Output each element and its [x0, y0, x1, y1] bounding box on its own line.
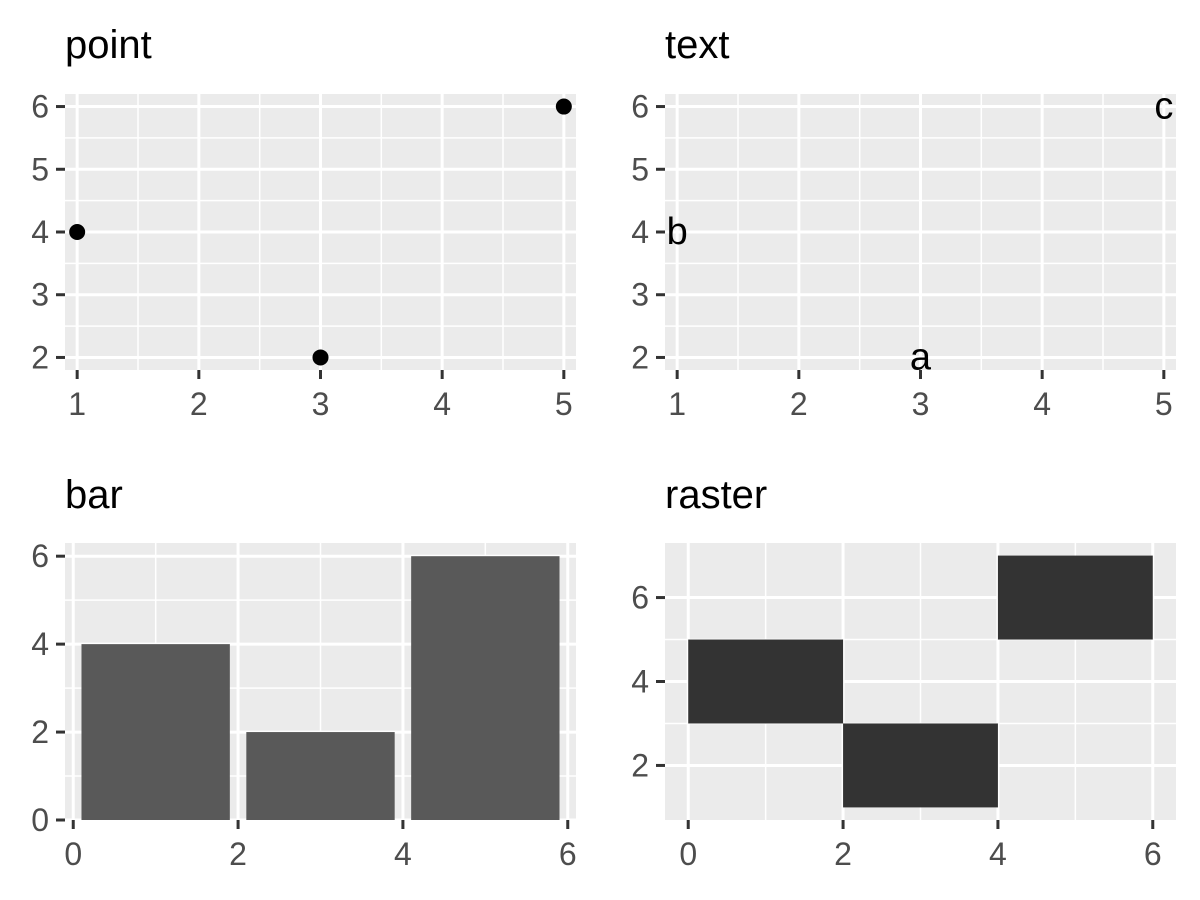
x-tick-label: 4 — [1033, 386, 1051, 422]
y-tick-label: 5 — [31, 151, 49, 187]
y-tick-label: 2 — [631, 747, 649, 783]
y-tick-label: 4 — [31, 214, 49, 250]
panel-raster: raster 0 2 4 6 2 4 6 — [631, 473, 1176, 872]
data-point — [312, 349, 329, 366]
x-tick-label: 1 — [68, 386, 86, 422]
panel-title-raster: raster — [665, 473, 767, 517]
y-tick-label: 3 — [31, 277, 49, 313]
y-tick-label: 4 — [631, 664, 649, 700]
panel-bar: bar 0 2 4 6 0 2 4 6 — [31, 473, 576, 872]
y-tick-label: 6 — [631, 580, 649, 616]
y-tick-label: 3 — [631, 277, 649, 313]
y-tick-label: 6 — [31, 89, 49, 125]
x-tick-label: 1 — [668, 386, 686, 422]
x-tick-label: 3 — [912, 386, 930, 422]
x-tick-label: 2 — [190, 386, 208, 422]
x-tick-label: 2 — [229, 836, 247, 872]
x-tick-label: 0 — [64, 836, 82, 872]
x-tick-label: 4 — [989, 836, 1007, 872]
x-tick-label: 3 — [312, 386, 330, 422]
text-mark: b — [667, 211, 688, 253]
y-tick-label: 4 — [631, 214, 649, 250]
x-tick-label: 0 — [679, 836, 697, 872]
text-mark: a — [910, 336, 932, 378]
x-tick-label: 5 — [555, 386, 573, 422]
y-tick-label: 5 — [631, 151, 649, 187]
y-tick-label: 0 — [31, 802, 49, 838]
panel-title-bar: bar — [65, 473, 123, 517]
text-mark: c — [1154, 86, 1173, 128]
x-tick-label: 6 — [559, 836, 577, 872]
y-tick-label: 6 — [31, 538, 49, 574]
y-tick-label: 2 — [31, 714, 49, 750]
x-tick-label: 5 — [1155, 386, 1173, 422]
bar — [81, 644, 230, 820]
x-tick-label: 2 — [834, 836, 852, 872]
y-tick-label: 2 — [631, 339, 649, 375]
panel-title-point: point — [65, 23, 152, 67]
y-tick-label: 2 — [31, 339, 49, 375]
raster-tile — [688, 639, 844, 724]
raster-tile — [843, 723, 998, 808]
x-tick-label: 4 — [394, 836, 412, 872]
data-point — [555, 98, 572, 115]
x-tick-label: 6 — [1144, 836, 1162, 872]
bar — [411, 556, 560, 820]
raster-tile — [997, 555, 1153, 640]
bar — [246, 732, 395, 820]
y-tick-label: 6 — [631, 89, 649, 125]
panel-title-text: text — [665, 23, 729, 67]
x-tick-label: 4 — [433, 386, 451, 422]
y-tick-label: 4 — [31, 626, 49, 662]
x-tick-label: 2 — [790, 386, 808, 422]
data-point — [69, 224, 86, 240]
